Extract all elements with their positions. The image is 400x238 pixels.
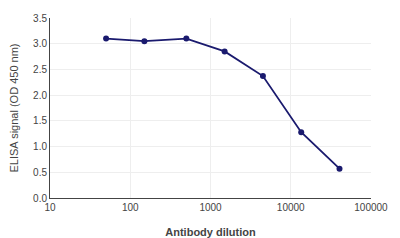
svg-text:2.0: 2.0 xyxy=(33,90,47,101)
svg-text:1.0: 1.0 xyxy=(33,141,47,152)
svg-text:2.5: 2.5 xyxy=(33,64,47,75)
svg-text:Antibody dilution: Antibody dilution xyxy=(165,226,256,238)
svg-text:10: 10 xyxy=(44,202,56,213)
svg-text:3.5: 3.5 xyxy=(33,13,47,24)
svg-text:100: 100 xyxy=(122,202,139,213)
svg-text:1000: 1000 xyxy=(199,202,222,213)
svg-text:3.0: 3.0 xyxy=(33,38,47,49)
svg-text:ELISA signal (OD 450 nm): ELISA signal (OD 450 nm) xyxy=(8,43,20,172)
svg-text:1.5: 1.5 xyxy=(33,115,47,126)
svg-text:10000: 10000 xyxy=(277,202,305,213)
svg-text:100000: 100000 xyxy=(354,202,388,213)
svg-text:0.5: 0.5 xyxy=(33,167,47,178)
svg-text:0.0: 0.0 xyxy=(33,193,47,204)
